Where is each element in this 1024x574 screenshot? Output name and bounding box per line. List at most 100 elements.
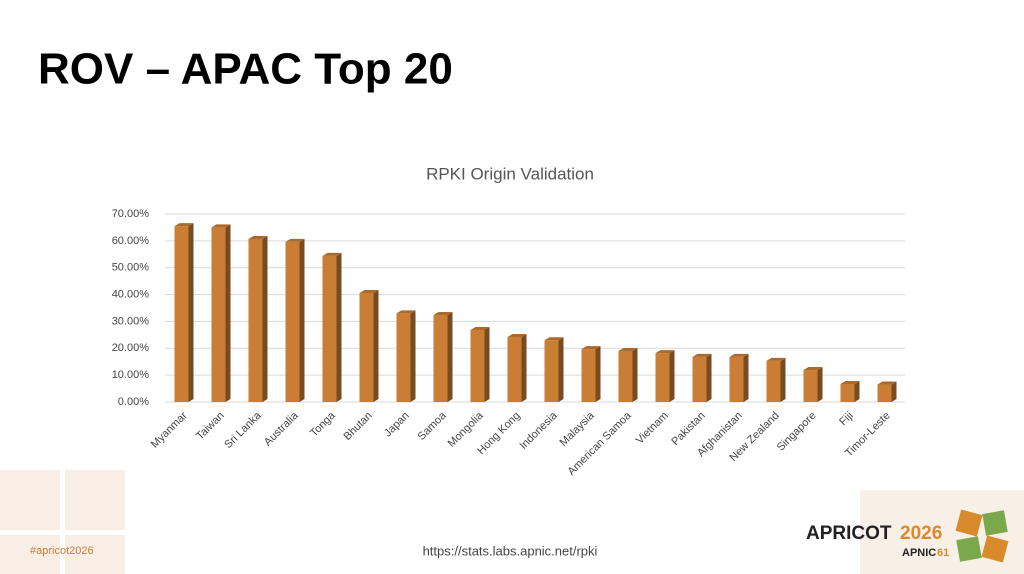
bar-top xyxy=(618,347,638,351)
y-tick-label: 60.00% xyxy=(112,235,150,247)
bar-side xyxy=(669,350,675,402)
bar-top xyxy=(211,224,231,228)
bar xyxy=(766,357,786,402)
bar-front xyxy=(248,238,263,402)
x-tick-label: Tonga xyxy=(308,409,338,439)
bar-front xyxy=(877,384,892,402)
bar-side xyxy=(410,310,416,402)
bar xyxy=(174,223,194,402)
bar xyxy=(840,381,860,402)
bar-front xyxy=(581,349,596,402)
bar-top xyxy=(396,310,416,314)
bar-front xyxy=(766,360,781,402)
bar-top xyxy=(544,337,564,341)
bar xyxy=(359,289,379,402)
x-tick-label: Myanmar xyxy=(149,409,190,450)
bar-front xyxy=(544,340,559,402)
bar-front xyxy=(433,314,448,402)
bar-front xyxy=(470,330,485,402)
bar-top xyxy=(729,353,749,357)
bar xyxy=(248,235,268,402)
bar-top xyxy=(581,346,601,350)
bar-side xyxy=(558,337,564,402)
x-tick-label: Japan xyxy=(382,410,412,440)
bar-front xyxy=(803,370,818,402)
x-tick-label: Fiji xyxy=(837,410,855,428)
bar-side xyxy=(336,252,342,402)
bar-front xyxy=(692,356,707,402)
logo: APRICOT 2026 APNIC 61 xyxy=(806,509,1009,563)
logo-number: 61 xyxy=(937,547,949,559)
bar xyxy=(322,252,342,402)
bar xyxy=(544,337,564,402)
bar xyxy=(618,347,638,402)
bar-side xyxy=(854,381,860,402)
bar-top xyxy=(359,289,379,293)
bar xyxy=(803,367,823,402)
y-tick-label: 70.00% xyxy=(112,208,150,220)
bar-front xyxy=(211,227,226,402)
bar-side xyxy=(188,223,194,402)
x-tick-label: Singapore xyxy=(775,410,819,454)
bar-front xyxy=(359,292,374,402)
bar-front xyxy=(396,313,411,402)
bar-front xyxy=(729,356,744,402)
x-tick-label: Bhutan xyxy=(342,410,375,443)
bar-top xyxy=(840,381,860,385)
bar-top xyxy=(803,367,823,371)
bar xyxy=(581,346,601,402)
y-tick-label: 40.00% xyxy=(112,288,150,300)
bar xyxy=(433,311,453,402)
bar-top xyxy=(174,223,194,227)
bar-front xyxy=(174,226,189,402)
bar-side xyxy=(632,347,638,402)
slide-title: ROV – APAC Top 20 xyxy=(38,45,453,94)
bar-top xyxy=(507,334,527,338)
chart-title: RPKI Origin Validation xyxy=(426,164,594,183)
bar-side xyxy=(780,357,786,402)
bar-top xyxy=(766,357,786,361)
bar-front xyxy=(655,353,670,402)
bar-front xyxy=(618,350,633,402)
bar-top xyxy=(248,235,268,239)
bar-top xyxy=(877,381,897,385)
bar-front xyxy=(507,337,522,402)
bar-top xyxy=(655,350,675,354)
x-tick-label: Pakistan xyxy=(669,410,707,448)
x-tick-label: Taiwan xyxy=(194,410,227,443)
logo-year: 2026 xyxy=(900,523,942,544)
bar xyxy=(285,238,305,402)
x-tick-label: Samoa xyxy=(416,409,450,443)
bar-top xyxy=(692,353,712,357)
y-tick-label: 0.00% xyxy=(118,396,149,408)
bar-front xyxy=(285,241,300,402)
bar xyxy=(729,353,749,402)
bar-front xyxy=(322,255,337,402)
y-tick-label: 50.00% xyxy=(112,262,150,274)
bar-side xyxy=(891,381,897,402)
bar xyxy=(655,350,675,402)
source-url: https://stats.labs.apnic.net/rpki xyxy=(423,543,598,558)
bar-side xyxy=(521,334,527,402)
x-tick-label: Australia xyxy=(262,409,301,448)
bar xyxy=(877,381,897,402)
bar-side xyxy=(299,238,305,402)
bar xyxy=(211,224,231,402)
bar xyxy=(507,334,527,402)
bar-side xyxy=(595,346,601,402)
bar xyxy=(396,310,416,402)
bar-front xyxy=(840,384,855,402)
bar-side xyxy=(225,224,231,402)
bar xyxy=(692,353,712,402)
bar-side xyxy=(262,235,268,402)
x-tick-label: Vietnam xyxy=(634,410,671,447)
bar-side xyxy=(706,353,712,402)
x-tick-label: Sri Lanka xyxy=(222,409,264,451)
x-tick-label: Indonesia xyxy=(517,409,560,452)
logo-org: APNIC xyxy=(902,547,936,559)
hashtag: #apricot2026 xyxy=(30,545,94,557)
bar-top xyxy=(433,311,453,315)
bar-side xyxy=(447,311,453,402)
bar-side xyxy=(484,327,490,402)
